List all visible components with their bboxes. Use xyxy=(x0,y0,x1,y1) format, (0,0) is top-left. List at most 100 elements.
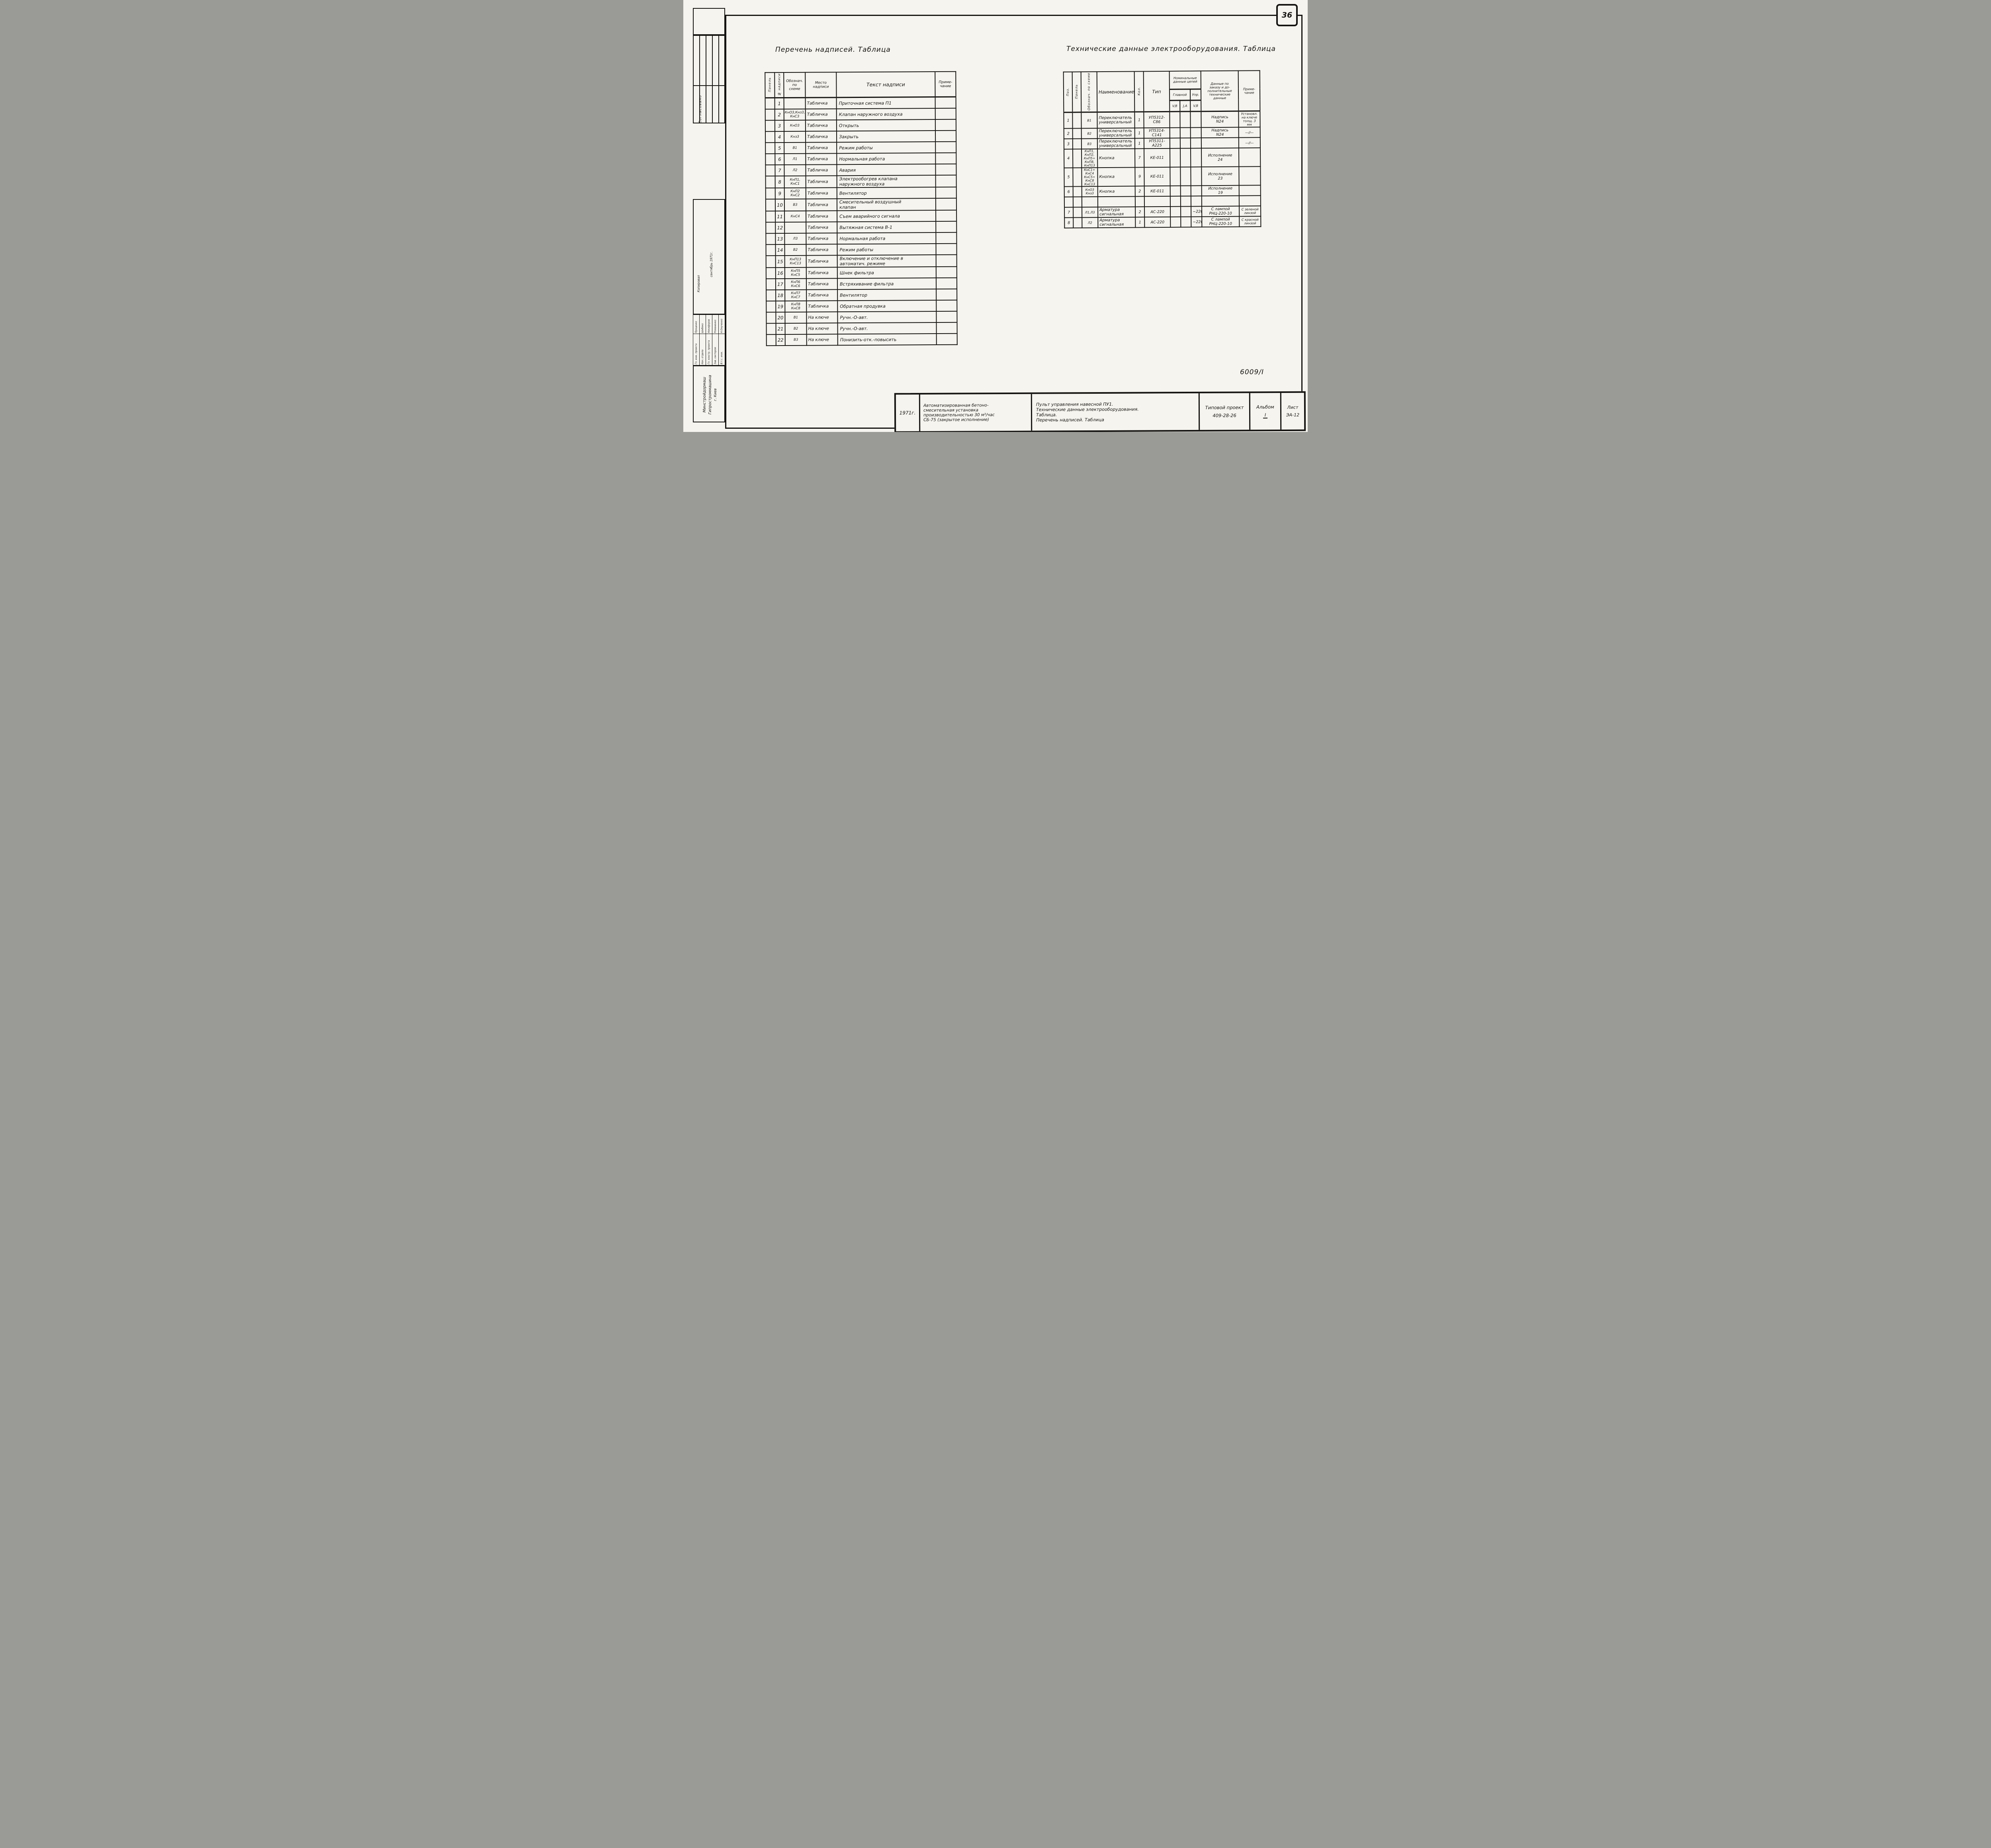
table-cell: 11 xyxy=(775,211,785,223)
table-cell: Приточная система П1 xyxy=(836,97,935,109)
table-cell: Н.Онученко xyxy=(718,315,725,334)
table-cell: Переключатель универсальный xyxy=(1097,128,1135,139)
table-cell: 5 xyxy=(775,143,784,154)
table-cell: —//— xyxy=(1238,127,1260,138)
table-cell xyxy=(1097,196,1136,207)
col-i-main: J,А xyxy=(1180,100,1191,112)
col-text: Текст надписи xyxy=(836,72,935,98)
table-cell: Исполнение 24 xyxy=(1201,148,1239,167)
table-row: 6 КнО3 Кнз3 Кнопка 2 КЕ-011 Исполнение 19 xyxy=(1064,185,1261,197)
table-cell xyxy=(1239,185,1261,196)
table-cell xyxy=(1201,137,1239,148)
table-cell: 1 xyxy=(1134,128,1144,139)
table-cell xyxy=(1170,167,1181,186)
table-header-row: Панель № надписи Обознач. по схеме Место… xyxy=(765,71,956,98)
table-row: 4 КнП1, КнП2, КнП5÷ КнП8, КнП13 Кнопка 7 КЕ-… xyxy=(1064,148,1261,168)
table-cell xyxy=(766,233,776,245)
org-block: Минстройдормаш Гипростроммашина г. Киев xyxy=(693,365,725,422)
col-name: Наименование xyxy=(1097,71,1135,112)
table-row: 1 Табличка Приточная система П1 xyxy=(765,97,956,109)
table-cell xyxy=(1180,127,1191,138)
col-ctrl-circuit: Упр. xyxy=(1190,89,1201,100)
table-cell: Табличка xyxy=(806,176,837,188)
table-cell: 6 xyxy=(775,154,784,165)
table-row: Гл. инж. проекта Проценко xyxy=(693,315,700,365)
table-cell xyxy=(1170,196,1181,207)
table-cell: Табличка xyxy=(805,109,837,120)
table-cell: Табличка xyxy=(805,98,837,109)
col-order-data: Данные по заказу и до- полнительные техн… xyxy=(1201,70,1239,111)
table-cell xyxy=(766,279,776,290)
table-cell: Л2 xyxy=(784,164,806,176)
table-cell xyxy=(1073,186,1082,197)
table-cell: КнС1÷ КнС4 КнС5÷ КнС8 КнС13 xyxy=(1082,168,1098,187)
table-cell: Ручн.-О-авт. xyxy=(837,322,937,334)
table-cell: КнС4 xyxy=(784,211,806,223)
table-cell: 1 xyxy=(1135,217,1145,228)
table-row: 7 Л2 Табличка Авария xyxy=(765,164,956,176)
table-cell: Зав. сектором xyxy=(712,334,719,365)
table-cell: КнО3 xyxy=(784,120,806,132)
table-cell xyxy=(935,108,956,120)
table-cell xyxy=(1201,195,1240,207)
table-cell xyxy=(1181,206,1191,217)
table-cell xyxy=(765,109,775,121)
title-block-sheet: Лист ЭА-12 xyxy=(1281,393,1304,430)
table-cell: В1 xyxy=(784,142,806,154)
table-row: 20 В1 На ключе Ручн.-О-авт. xyxy=(766,311,957,324)
table-cell xyxy=(1180,186,1191,196)
table-cell: 1 xyxy=(774,98,784,109)
table-cell: АС-220 xyxy=(1144,206,1171,217)
table-cell xyxy=(765,98,775,109)
inscription-list-table: Панель № надписи Обознач. по схеме Место… xyxy=(765,71,958,346)
table-cell xyxy=(765,188,775,199)
table-cell: В1 xyxy=(785,312,807,324)
table-cell: Гл. констр. проекта xyxy=(706,334,712,365)
title-block: 1971г. Автоматизированная бетоно- смесит… xyxy=(894,391,1306,432)
table-cell xyxy=(766,290,776,301)
table-cell: 2 xyxy=(1135,207,1145,217)
table-cell xyxy=(766,256,776,268)
table-cell: В2 xyxy=(1081,128,1097,139)
table-cell xyxy=(765,143,775,154)
table-cell: Табличка xyxy=(806,267,837,279)
table-cell xyxy=(936,322,957,334)
table-row: 18 КнП7 КнС7 Табличка Вентилятор xyxy=(766,289,957,301)
table-cell xyxy=(935,175,956,188)
table-cell: УП5311-А225 xyxy=(1144,138,1170,149)
table-cell: Л1 xyxy=(784,153,806,165)
table-cell: 2 xyxy=(774,109,784,121)
equipment-data-table-wrap: Поз. Панель Обознач. по схеме Наименован… xyxy=(1063,70,1261,228)
table-cell: Электрообогрев клапана наружного воздуха xyxy=(837,175,936,188)
table-cell: С лампой РНЦ-220-10 xyxy=(1202,216,1240,227)
table-cell: 20 xyxy=(776,312,785,324)
table-cell: Табличка xyxy=(806,244,837,256)
approved-stamp: Согласовано xyxy=(698,76,710,123)
table-cell xyxy=(936,221,957,233)
table-cell: КнП1, КнП2, КнП5÷ КнП8, КнП13 xyxy=(1081,149,1098,168)
table-cell xyxy=(935,130,956,142)
table-cell: 2 xyxy=(1064,128,1073,139)
table-cell xyxy=(766,323,776,335)
table-cell: Л1,Л3 xyxy=(1082,207,1098,218)
table-cell xyxy=(1170,127,1180,138)
table-cell: 7 xyxy=(1064,207,1074,218)
table-cell: Кнз3 xyxy=(784,131,806,143)
album-value: I xyxy=(1263,412,1268,419)
table-cell: На ключе xyxy=(806,323,838,334)
col-designation: Обознач. по схеме xyxy=(1081,72,1097,112)
table-cell xyxy=(765,165,775,176)
table-cell: В2 xyxy=(784,244,806,256)
table-row: 10 В3 Табличка Смесительный воздушный клапа… xyxy=(765,198,957,211)
title-block-project: Автоматизированная бетоно- смесительная … xyxy=(920,394,1033,431)
table-cell xyxy=(935,119,956,131)
table-cell xyxy=(1239,166,1261,186)
table-cell: КнП7 КнС7 xyxy=(785,289,807,301)
grid-line xyxy=(699,36,700,123)
table-row: 14 В2 Табличка Режим работы xyxy=(766,243,957,256)
table-cell: АС-220 xyxy=(1144,217,1171,228)
table-row: 17 КнП6 КнС6 Табличка Встряхивание фильтра xyxy=(766,277,957,290)
table-cell xyxy=(1191,186,1202,196)
table-row: 12 Табличка Вытяжная система В-1 xyxy=(766,221,957,234)
table-cell: Включение и отключение в автоматич. режи… xyxy=(837,255,936,268)
